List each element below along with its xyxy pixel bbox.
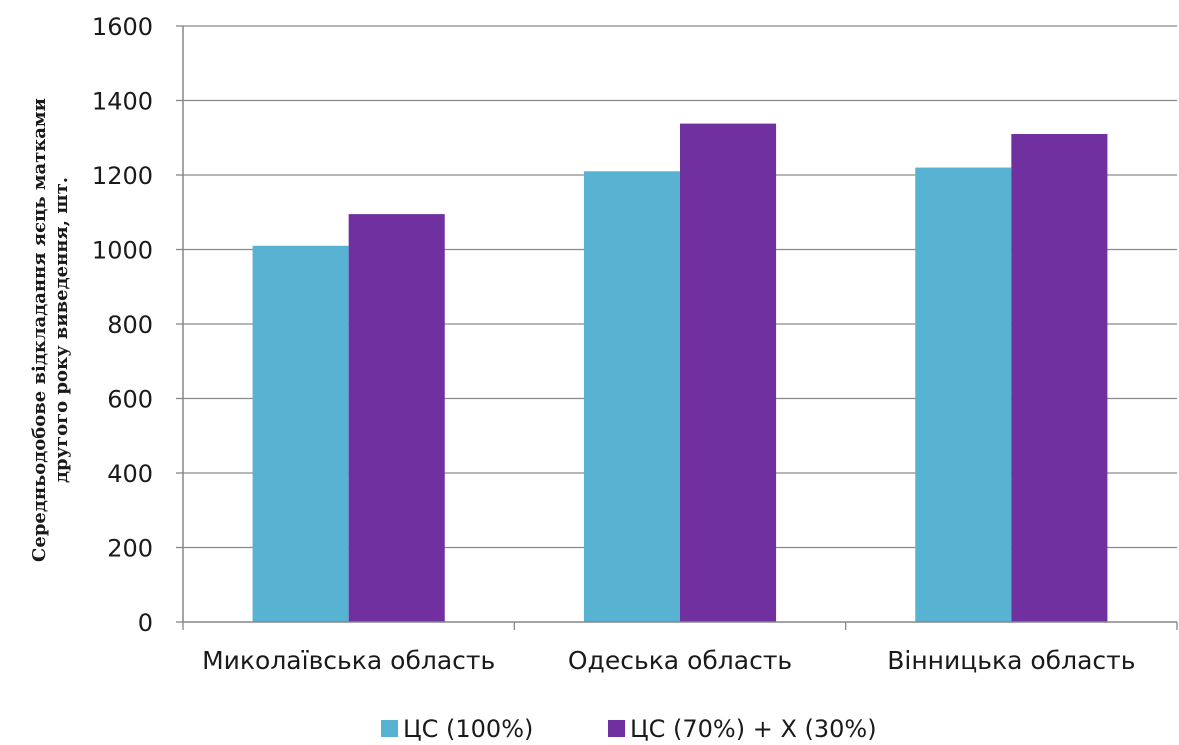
y-tick-label: 0: [138, 609, 153, 637]
legend-label: ЦС (100%): [403, 715, 533, 743]
x-tick-marks: [182, 622, 1178, 630]
bars: [252, 123, 1108, 623]
bar-series-2: [348, 214, 445, 623]
bar-series-2: [680, 123, 777, 622]
y-axis-label-line: Середньодобове відкладання яєць матками: [29, 98, 50, 562]
legend-swatch: [381, 720, 398, 737]
y-tick-label: 600: [107, 386, 153, 414]
y-axis-label-line: другого року виведення, шт.: [51, 177, 72, 483]
y-axis-label: Середньодобове відкладання яєць маткамид…: [29, 98, 72, 562]
y-tick-label: 1600: [92, 13, 153, 41]
category-label: Вінницька область: [887, 646, 1135, 675]
category-label: Миколаївська область: [202, 646, 495, 675]
y-tick-label: 200: [107, 535, 153, 563]
bar-series-1: [252, 245, 349, 622]
category-labels: Миколаївська область Одеська область Вінни…: [202, 646, 1135, 675]
y-tick-label: 400: [107, 460, 153, 488]
bar-series-1: [583, 171, 680, 622]
legend-label: ЦС (70%) + Х (30%): [630, 715, 877, 743]
legend-swatch: [608, 720, 625, 737]
y-tick-label: 800: [107, 311, 153, 339]
y-tick-label: 1000: [92, 237, 153, 265]
bar-series-2: [1011, 134, 1108, 622]
bar-series-1: [915, 167, 1012, 623]
category-label: Одеська область: [568, 646, 792, 675]
y-tick-label: 1400: [92, 88, 153, 116]
y-tick-labels: 0 200 400 600 800 1000 1200 1400 1600: [92, 13, 153, 637]
y-tick-label: 1200: [92, 162, 153, 190]
legend: ЦС (100%) ЦС (70%) + Х (30%): [381, 715, 877, 743]
